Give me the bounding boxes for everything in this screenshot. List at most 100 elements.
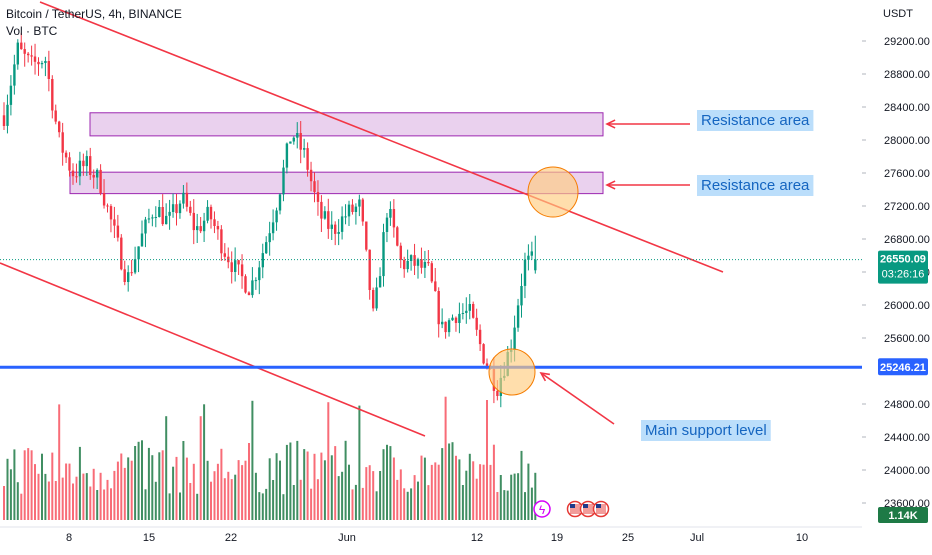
candle-body — [416, 259, 420, 266]
candle-body — [171, 204, 175, 212]
support-price-value: 25246.21 — [880, 362, 926, 374]
candle-body — [254, 280, 258, 282]
candle-body — [192, 212, 195, 231]
arrow-to-upper-zone[interactable] — [605, 119, 690, 129]
volume-bar — [292, 485, 295, 520]
volume-bar — [503, 490, 506, 520]
candle-body — [299, 133, 302, 150]
volume-bar — [530, 487, 533, 520]
volume-bar — [113, 470, 116, 520]
volume-bar — [34, 464, 36, 520]
us-event-flag-icon[interactable] — [592, 500, 610, 518]
volume-bar — [334, 446, 337, 520]
volume-bar — [172, 466, 175, 520]
resistance-zone-lower[interactable] — [69, 171, 604, 195]
volume-bar — [527, 463, 530, 520]
lower-trendline[interactable] — [0, 262, 426, 437]
resistance-label-upper[interactable]: Resistance area — [697, 110, 814, 131]
volume-bar — [303, 449, 306, 520]
time-axis[interactable]: 8 15 22 Jun 12 19 25 Jul 10 — [0, 526, 862, 550]
arrow-to-lower-zone[interactable] — [605, 180, 690, 190]
symbol-title[interactable]: Bitcoin / TetherUS, 4h, BINANCE — [6, 7, 182, 21]
volume-bar — [461, 485, 464, 520]
volume-bar — [75, 476, 78, 520]
volume-bar — [23, 450, 26, 520]
volume-bar — [210, 481, 212, 520]
annotation-label-text: Resistance area — [701, 177, 810, 194]
candle-body — [516, 305, 520, 328]
volume-bar — [299, 479, 302, 520]
candle-body — [185, 192, 189, 207]
volume-bar — [323, 460, 326, 520]
candle-body — [58, 121, 61, 133]
volume-bar — [282, 494, 285, 520]
resistance-label-lower[interactable]: Resistance area — [697, 175, 814, 196]
candle-body — [237, 260, 240, 265]
support-price-tag[interactable] — [878, 358, 928, 376]
volume-bar — [241, 465, 244, 520]
candle-body — [261, 253, 264, 268]
candle-body — [44, 61, 47, 63]
candle-body — [296, 133, 299, 138]
candle-body — [465, 310, 468, 313]
flag-canton — [596, 504, 601, 508]
candle-body — [316, 192, 320, 202]
candle-body — [323, 211, 327, 219]
us-event-flag-icon[interactable] — [579, 500, 597, 518]
time-tick-label: 15 — [143, 532, 155, 544]
candle-body — [213, 219, 216, 226]
support-label[interactable]: Main support level — [641, 420, 771, 441]
candle-body — [268, 233, 271, 243]
time-tick-label: 22 — [225, 532, 237, 544]
candle-body — [306, 148, 309, 170]
volume-bar — [310, 488, 313, 520]
volume-bar — [361, 487, 364, 520]
candle-body — [202, 220, 206, 232]
upper-trendline[interactable] — [39, 1, 724, 273]
candle-body — [109, 206, 113, 220]
candle-body — [527, 255, 530, 260]
candle-body — [337, 232, 340, 234]
volume-bar — [351, 489, 354, 520]
volume-bar — [437, 464, 440, 520]
candle-body — [6, 104, 9, 126]
last-price-tag[interactable] — [878, 250, 928, 284]
volume-bar — [110, 488, 112, 520]
flash-event-icon[interactable] — [533, 500, 551, 518]
candle-body — [30, 55, 33, 57]
candle-body — [451, 317, 454, 321]
volume-bar — [144, 489, 147, 520]
candle-body — [303, 148, 306, 150]
volume-bar — [182, 441, 185, 520]
candle-body — [320, 201, 323, 219]
candle-body — [47, 61, 50, 79]
volume-label[interactable]: Vol · BTC — [6, 24, 58, 38]
volume-bar — [96, 490, 99, 520]
candle-body — [196, 226, 199, 231]
candle-body — [13, 64, 16, 86]
volume-bar — [251, 400, 254, 520]
volume-bar — [151, 455, 154, 520]
volume-bar — [30, 450, 33, 520]
candle-body — [458, 313, 461, 323]
price-axis[interactable]: USDT 29200.00 28800.00 28400.00 28000.00 2760… — [862, 0, 932, 550]
volume-bar — [444, 396, 447, 520]
resistance-highlight-circle[interactable] — [527, 166, 579, 218]
resistance-zone-upper[interactable] — [89, 112, 604, 137]
arrow-to-support[interactable] — [539, 371, 615, 425]
price-tick-label: 25600.00 — [884, 333, 930, 345]
candle-body — [75, 176, 78, 178]
time-tick-label: 8 — [66, 532, 72, 544]
volume-bar — [54, 481, 57, 520]
support-highlight-circle[interactable] — [488, 348, 536, 396]
candle-body — [447, 320, 451, 333]
volume-bar — [475, 478, 478, 520]
volume-bars — [3, 396, 537, 520]
volume-value-tag[interactable] — [878, 507, 928, 523]
volume-bar — [68, 463, 71, 520]
candle-body — [430, 263, 433, 282]
price-tick-label: 29200.00 — [884, 36, 930, 48]
candle-body — [64, 152, 68, 158]
